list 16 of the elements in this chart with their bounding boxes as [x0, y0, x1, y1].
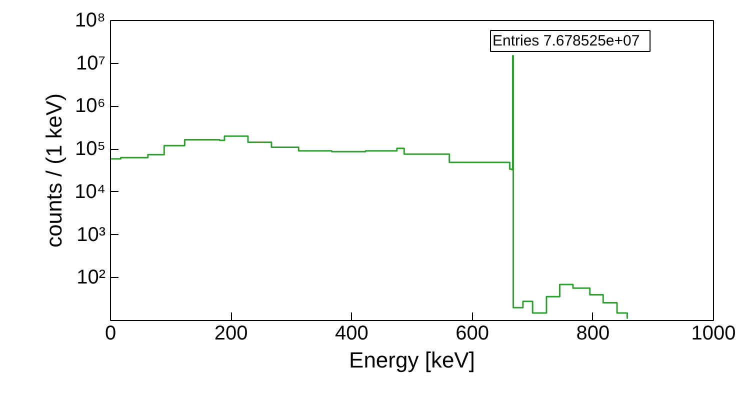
x-axis-title: Energy [keV] — [349, 348, 475, 372]
x-tick-label: 1000 — [691, 322, 736, 344]
x-tick-label: 0 — [104, 322, 116, 344]
x-tick-label: 400 — [335, 322, 368, 344]
x-tick-label: 800 — [576, 322, 610, 344]
y-tick-label: 10⁶ — [75, 95, 106, 118]
annotation: Entries 7.678525e+07 — [492, 32, 640, 50]
y-axis-title: counts / (1 keV) — [42, 93, 67, 248]
y-tick-label: 10⁷ — [76, 52, 106, 74]
y-tick-label: 10⁴ — [74, 180, 106, 203]
y-tick-label: 10² — [76, 266, 106, 289]
y-tick-label: 10³ — [76, 224, 106, 246]
y-tick-label: 10⁵ — [74, 138, 106, 160]
x-tick-label: 200 — [214, 322, 248, 344]
y-tick-label: 10⁸ — [74, 10, 106, 32]
x-tick-label: 600 — [456, 322, 489, 344]
